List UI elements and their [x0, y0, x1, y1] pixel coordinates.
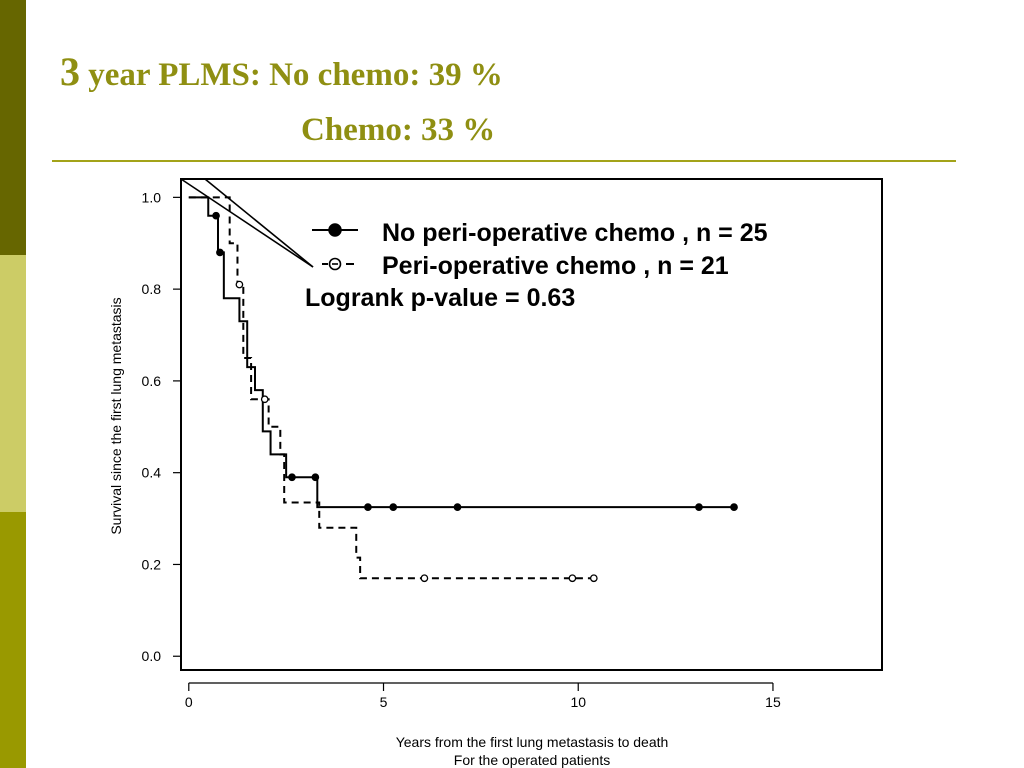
y-tick-label-1: 0.2: [142, 556, 162, 572]
plot-frame: [180, 178, 883, 671]
series-0-censor-5: [389, 503, 398, 511]
sidebar-decoration: [0, 0, 26, 768]
x-tick-label-2: 10: [570, 694, 586, 710]
x-tick-label-0: 0: [185, 694, 193, 710]
slide-title: 3 year PLMS: No chemo: 39 %: [60, 52, 503, 95]
series-0-censor-8: [730, 503, 738, 511]
x-tick-label-3: 15: [765, 694, 781, 710]
x-axis-label: Years from the first lung metastasis to …: [396, 734, 669, 750]
x-tick-label-1: 5: [380, 694, 388, 710]
series-1-curve: [188, 196, 594, 580]
y-tick-label-4: 0.8: [142, 281, 162, 297]
logrank-annotation: Logrank p-value = 0.63: [305, 284, 575, 312]
slide-title-line2: Chemo: 33 %: [301, 112, 496, 148]
y-axis-label: Survival since the first lung metastasis: [108, 297, 124, 534]
y-tick-label-0: 0.0: [142, 648, 162, 664]
sidebar-band-bottom: [0, 512, 26, 768]
legend-label-chemo: Peri-operative chemo , n = 21: [382, 252, 729, 280]
series-0-censor-0: [212, 211, 220, 220]
series-0-censor-7: [695, 503, 703, 511]
y-tick-label-3: 0.6: [142, 373, 162, 389]
series-0-censor-1: [216, 248, 224, 257]
sidebar-band-top: [0, 0, 26, 255]
series-1-censor-0: [235, 280, 244, 289]
title-line1-text: year PLMS: No chemo: 39 %: [88, 57, 503, 93]
legend-pointer-line-1: [180, 178, 314, 268]
y-tick-label-2: 0.4: [142, 465, 162, 481]
series-1-censor-2: [420, 574, 429, 583]
x-axis-label-line2: For the operated patients: [454, 752, 610, 768]
series-0-censor-6: [453, 503, 462, 511]
sidebar-band-middle: [0, 255, 26, 512]
series-0-censor-3: [311, 473, 320, 482]
title-divider: [52, 160, 956, 162]
legend-pointer-line-2: [204, 178, 314, 268]
title-number: 3: [60, 49, 80, 94]
series-1-censor-3: [568, 574, 577, 583]
plot-layer: 0.0 0.2 0.4 0.6 0.8 1.0 0 5 10 15: [142, 178, 883, 710]
series-1-censor-4: [589, 574, 598, 583]
series-1-censor-1: [260, 395, 269, 404]
legend-label-no-chemo: No peri-operative chemo , n = 25: [382, 219, 768, 247]
y-tick-label-5: 1.0: [142, 189, 162, 205]
series-0-censor-2: [288, 473, 296, 482]
legend-swatch-no-chemo-marker: [328, 223, 342, 237]
series-0-censor-4: [364, 503, 372, 511]
